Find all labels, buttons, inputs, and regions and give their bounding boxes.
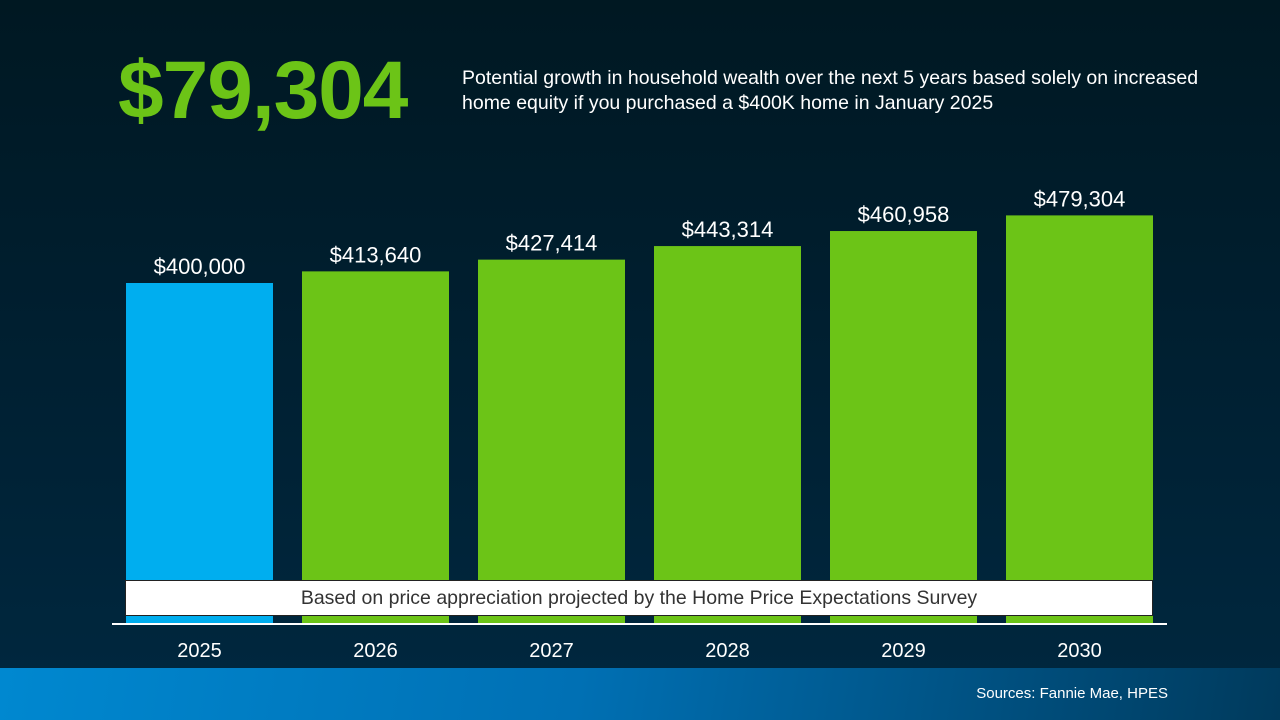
x-tick-label: 2028	[705, 640, 750, 662]
data-label: $400,000	[154, 254, 246, 279]
bar-2027	[478, 259, 625, 624]
bar-2030	[1006, 215, 1153, 624]
bar-2026	[302, 271, 449, 624]
x-tick-label: 2030	[1057, 640, 1102, 662]
x-tick-label: 2026	[353, 640, 398, 662]
bar-2025	[126, 283, 273, 624]
data-label: $443,314	[682, 217, 774, 242]
data-label: $460,958	[858, 202, 950, 227]
bar-2029	[830, 231, 977, 624]
x-tick-label: 2025	[177, 640, 222, 662]
headline-description: Potential growth in household wealth ove…	[462, 67, 1199, 114]
sources-text: Sources: Fannie Mae, HPES	[976, 685, 1168, 702]
headline-value: $79,304	[118, 45, 408, 136]
note-box: Based on price appreciation projected by…	[125, 580, 1153, 616]
footer-band: Sources: Fannie Mae, HPES	[0, 668, 1280, 720]
x-tick-label: 2027	[529, 640, 574, 662]
x-tick-label: 2029	[881, 640, 926, 662]
bar-2028	[654, 246, 801, 624]
data-label: $413,640	[330, 242, 422, 267]
data-label: $479,304	[1034, 186, 1126, 211]
data-label: $427,414	[506, 231, 598, 256]
